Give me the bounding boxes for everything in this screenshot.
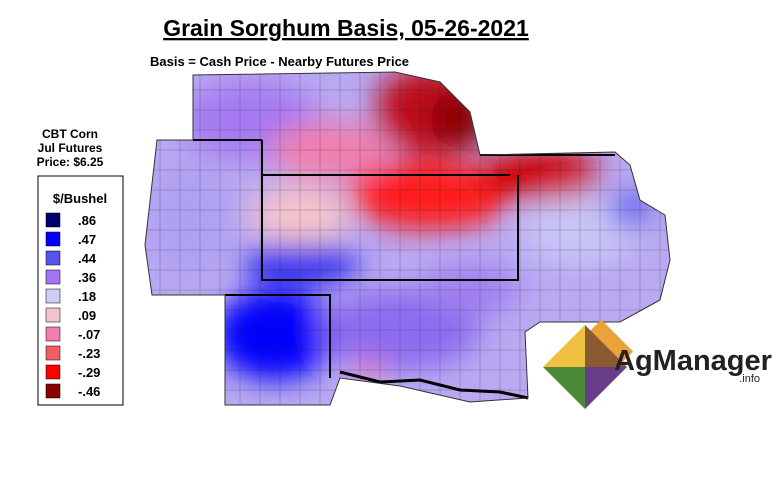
legend-swatch xyxy=(45,288,61,304)
legend-swatch xyxy=(45,345,61,361)
legend-label: -.07 xyxy=(78,327,100,342)
legend-swatch xyxy=(45,212,61,228)
legend-label: -.46 xyxy=(78,384,100,399)
title: Grain Sorghum Basis, 05-26-2021 xyxy=(163,15,529,41)
futures-note-line: CBT Corn xyxy=(42,127,98,141)
subtitle: Basis = Cash Price - Nearby Futures Pric… xyxy=(150,54,409,69)
legend-title: $/Bushel xyxy=(53,191,107,206)
legend-label: .09 xyxy=(78,308,96,323)
legend-swatch xyxy=(45,364,61,380)
legend-label: .86 xyxy=(78,213,96,228)
futures-note-line: Jul Futures xyxy=(38,141,103,155)
legend-label: .36 xyxy=(78,270,96,285)
legend-label: .47 xyxy=(78,232,96,247)
logo-name: AgManager xyxy=(614,345,772,377)
legend-swatch xyxy=(45,269,61,285)
county-grid xyxy=(145,72,670,405)
legend-swatch xyxy=(45,307,61,323)
legend-label: .18 xyxy=(78,289,96,304)
legend-label: -.23 xyxy=(78,346,100,361)
legend: .86 .47 .44 .36 .18 .09 -.07 -.23 -.29 -.46 xyxy=(45,212,100,399)
futures-note-line: Price: $6.25 xyxy=(37,155,104,169)
region-outline xyxy=(144,71,671,406)
logo-suffix: .info xyxy=(739,373,760,385)
legend-label: -.29 xyxy=(78,365,100,380)
legend-swatch xyxy=(45,231,61,247)
legend-swatch xyxy=(45,250,61,266)
legend-swatch xyxy=(45,383,61,399)
legend-swatch xyxy=(45,326,61,342)
logo: AgManager .info xyxy=(543,319,772,409)
legend-label: .44 xyxy=(78,251,97,266)
